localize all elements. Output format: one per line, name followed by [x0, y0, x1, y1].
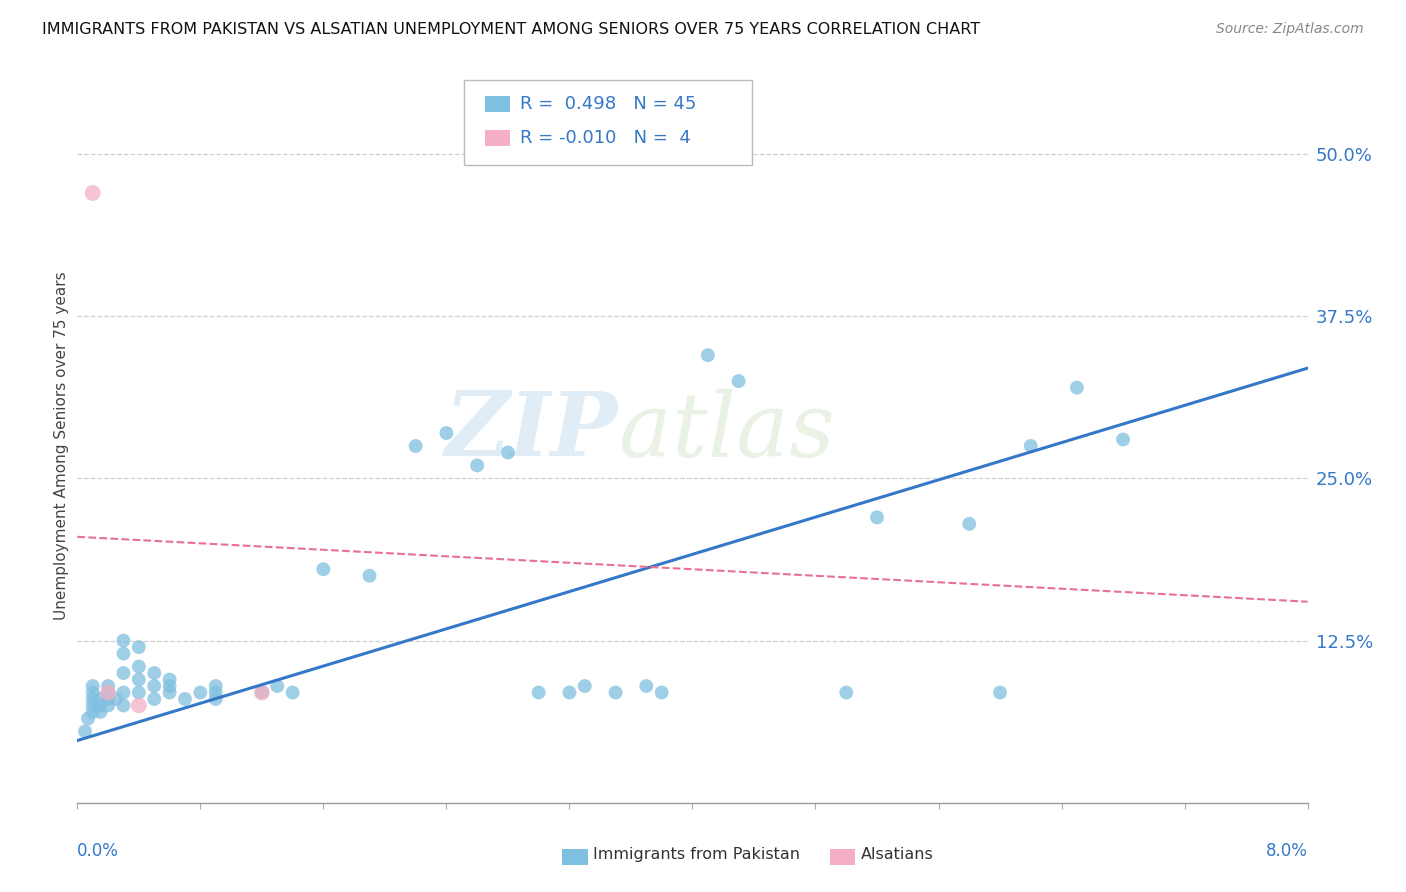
Point	[204, 685, 226, 699]
Point	[204, 692, 226, 706]
Point	[82, 679, 104, 693]
Point	[112, 666, 135, 681]
Text: 8.0%: 8.0%	[1265, 842, 1308, 860]
Point	[405, 439, 427, 453]
Point	[104, 692, 127, 706]
Point	[82, 692, 104, 706]
Point	[496, 445, 519, 459]
Point	[188, 685, 212, 699]
Point	[82, 698, 104, 713]
Point	[82, 685, 104, 699]
Point	[250, 685, 273, 699]
Text: Source: ZipAtlas.com: Source: ZipAtlas.com	[1216, 22, 1364, 37]
Point	[636, 679, 658, 693]
Point	[159, 679, 181, 693]
Text: R = -0.010   N =  4: R = -0.010 N = 4	[520, 129, 692, 147]
Point	[204, 679, 226, 693]
Point	[159, 685, 181, 699]
Point	[957, 516, 980, 531]
Point	[128, 685, 150, 699]
Point	[143, 692, 166, 706]
Point	[97, 685, 120, 699]
Point	[727, 374, 749, 388]
Point	[97, 679, 120, 693]
Point	[82, 705, 104, 719]
Point	[174, 692, 197, 706]
Point	[73, 724, 96, 739]
Point	[574, 679, 596, 693]
Point	[128, 698, 150, 713]
Point	[112, 698, 135, 713]
Point	[97, 692, 120, 706]
Text: 0.0%: 0.0%	[77, 842, 120, 860]
Point	[128, 673, 150, 687]
Y-axis label: Unemployment Among Seniors over 75 years: Unemployment Among Seniors over 75 years	[53, 272, 69, 620]
Point	[1019, 439, 1042, 453]
Point	[112, 633, 135, 648]
Point	[988, 685, 1011, 699]
Point	[159, 673, 181, 687]
Point	[112, 685, 135, 699]
Point	[143, 666, 166, 681]
Point	[651, 685, 673, 699]
Point	[696, 348, 718, 362]
Point	[527, 685, 550, 699]
Point	[359, 568, 381, 582]
Point	[250, 685, 273, 699]
Text: R =  0.498   N = 45: R = 0.498 N = 45	[520, 95, 696, 113]
Point	[89, 705, 111, 719]
Point	[128, 640, 150, 654]
Point	[266, 679, 288, 693]
Point	[436, 425, 458, 440]
Point	[465, 458, 488, 473]
Point	[82, 186, 104, 200]
Text: ZIP: ZIP	[446, 389, 619, 475]
Point	[866, 510, 889, 524]
Point	[77, 711, 100, 725]
Text: Alsatians: Alsatians	[860, 847, 934, 862]
Text: IMMIGRANTS FROM PAKISTAN VS ALSATIAN UNEMPLOYMENT AMONG SENIORS OVER 75 YEARS CO: IMMIGRANTS FROM PAKISTAN VS ALSATIAN UNE…	[42, 22, 980, 37]
Point	[281, 685, 304, 699]
Point	[312, 562, 335, 576]
Point	[89, 692, 111, 706]
Point	[558, 685, 581, 699]
Point	[97, 698, 120, 713]
Point	[97, 685, 120, 699]
Point	[605, 685, 627, 699]
Text: Immigrants from Pakistan: Immigrants from Pakistan	[593, 847, 800, 862]
Point	[112, 647, 135, 661]
Point	[89, 698, 111, 713]
Point	[1066, 381, 1088, 395]
Point	[1112, 433, 1135, 447]
Point	[835, 685, 858, 699]
Point	[143, 679, 166, 693]
Point	[128, 659, 150, 673]
Text: atlas: atlas	[619, 388, 834, 475]
